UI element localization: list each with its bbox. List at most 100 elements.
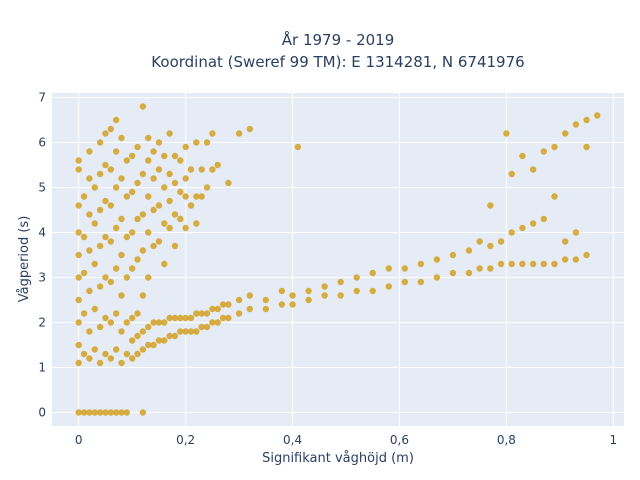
data-point	[225, 179, 232, 187]
data-point	[401, 265, 409, 272]
data-point	[91, 409, 98, 416]
data-point	[166, 130, 173, 137]
data-point	[102, 274, 109, 281]
data-point	[112, 310, 120, 317]
data-point	[561, 238, 569, 245]
data-point	[75, 359, 82, 367]
data-point	[107, 202, 115, 209]
data-point	[540, 260, 548, 268]
x-tick-label: 0,2	[176, 433, 195, 447]
data-point	[203, 184, 211, 191]
data-point	[583, 251, 590, 259]
data-point	[80, 350, 88, 358]
data-point	[107, 319, 115, 326]
data-point	[182, 328, 189, 335]
data-point	[551, 260, 558, 268]
data-point	[107, 166, 115, 173]
data-point	[134, 143, 141, 151]
data-point	[417, 278, 425, 286]
data-point	[96, 139, 104, 146]
data-point	[96, 283, 104, 290]
data-point	[118, 215, 125, 223]
data-point	[86, 409, 93, 416]
data-point	[150, 242, 157, 250]
data-point	[112, 265, 120, 272]
data-point	[75, 202, 82, 209]
data-point	[150, 206, 157, 214]
data-point	[449, 269, 457, 277]
data-point	[75, 296, 82, 304]
data-point	[91, 260, 98, 268]
data-point	[155, 139, 163, 146]
data-point	[91, 220, 98, 227]
data-point	[225, 301, 232, 308]
data-point	[128, 337, 136, 344]
data-point	[75, 319, 82, 326]
data-point	[278, 287, 286, 295]
data-point	[519, 152, 526, 160]
data-point	[96, 323, 104, 331]
data-point	[118, 409, 125, 416]
data-point	[102, 197, 109, 205]
data-point	[369, 269, 376, 277]
data-point	[161, 152, 168, 160]
data-point	[112, 148, 120, 155]
data-points	[75, 103, 601, 416]
data-point	[75, 341, 82, 349]
data-point	[102, 350, 109, 358]
data-point	[166, 170, 173, 178]
data-point	[128, 152, 136, 160]
y-tick-label: 0	[38, 406, 46, 420]
data-point	[246, 292, 253, 299]
data-point	[112, 184, 120, 191]
data-point	[145, 341, 152, 349]
data-point	[219, 314, 227, 322]
data-point	[177, 215, 184, 223]
data-point	[80, 233, 88, 241]
data-point	[123, 319, 131, 326]
data-point	[305, 296, 312, 304]
data-point	[594, 112, 601, 119]
data-point	[145, 193, 152, 200]
data-point	[337, 292, 344, 299]
data-point	[161, 260, 168, 268]
data-point	[161, 337, 168, 344]
data-point	[86, 287, 93, 295]
data-point	[139, 346, 147, 353]
data-point	[177, 188, 184, 196]
data-point	[86, 247, 93, 254]
data-point	[262, 296, 270, 304]
y-axis-ticks: 0 1 2 3 4 5 6 7	[38, 91, 46, 420]
data-point	[150, 319, 157, 326]
data-point	[540, 148, 548, 155]
data-point	[139, 328, 147, 335]
data-point	[182, 224, 189, 232]
data-point	[529, 260, 537, 268]
data-point	[193, 328, 200, 335]
data-point	[214, 319, 221, 326]
data-point	[193, 220, 200, 227]
data-point	[187, 328, 195, 335]
data-point	[166, 197, 173, 205]
y-tick-label: 6	[38, 136, 46, 150]
data-point	[572, 229, 580, 236]
chart-title-line-1: År 1979 - 2019	[282, 30, 395, 49]
data-point	[112, 409, 120, 416]
data-point	[401, 278, 409, 286]
data-point	[102, 233, 109, 241]
data-point	[112, 224, 120, 232]
data-point	[118, 359, 125, 367]
x-axis-title: Signifikant våghöjd (m)	[262, 451, 414, 466]
data-point	[187, 202, 195, 209]
x-tick-label: 1	[609, 433, 617, 447]
data-point	[128, 188, 136, 196]
data-point	[203, 323, 211, 331]
data-point	[369, 287, 376, 295]
data-point	[75, 409, 82, 416]
data-point	[225, 314, 232, 322]
data-point	[572, 121, 580, 128]
chart-title: År 1979 - 2019 Koordinat (Sweref 99 TM):…	[151, 30, 524, 71]
data-point	[433, 274, 441, 281]
data-point	[572, 256, 580, 263]
